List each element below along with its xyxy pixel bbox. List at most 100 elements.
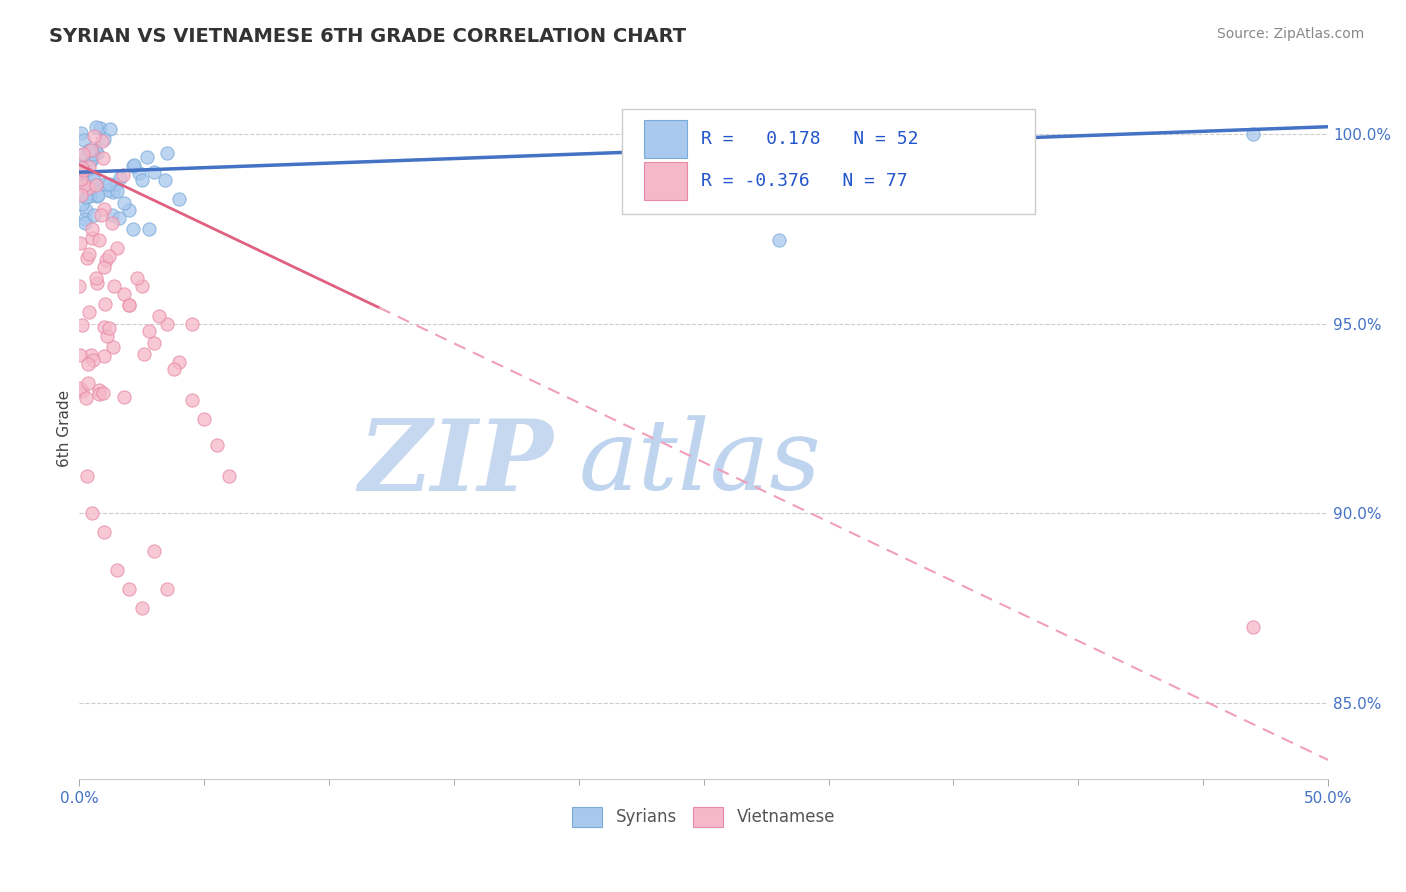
Point — [155, 317, 177, 331]
Point — [82, 153, 104, 167]
Point — [122, 159, 145, 173]
Point — [93, 132, 115, 146]
Point — [93, 320, 115, 334]
Point — [93, 525, 115, 540]
Point — [79, 348, 101, 362]
Point — [112, 286, 135, 301]
Text: R =   0.178   N = 52: R = 0.178 N = 52 — [702, 130, 918, 148]
Point — [70, 318, 93, 332]
Text: atlas: atlas — [579, 416, 821, 511]
Point — [163, 362, 186, 376]
Point — [79, 144, 101, 158]
Text: ZIP: ZIP — [359, 415, 554, 511]
Point — [167, 192, 190, 206]
Point — [86, 276, 108, 290]
Point — [73, 212, 96, 227]
Text: R = -0.376   N = 77: R = -0.376 N = 77 — [702, 172, 908, 190]
Point — [76, 468, 98, 483]
Point — [100, 216, 122, 230]
Point — [69, 381, 91, 395]
Point — [193, 411, 215, 425]
Point — [75, 391, 97, 405]
Point — [111, 169, 134, 183]
Point — [155, 146, 177, 161]
Point — [118, 203, 141, 218]
Point — [180, 317, 202, 331]
Point — [70, 174, 93, 188]
Point — [89, 386, 111, 401]
Point — [94, 297, 117, 311]
Point — [138, 325, 160, 339]
Point — [73, 178, 96, 193]
Point — [180, 392, 202, 407]
Point — [93, 202, 115, 216]
Point — [112, 390, 135, 404]
Point — [105, 241, 128, 255]
Point — [93, 260, 115, 274]
Point — [118, 582, 141, 597]
Point — [73, 133, 96, 147]
Point — [69, 148, 91, 162]
Point — [108, 170, 131, 185]
Point — [79, 154, 101, 169]
Point — [122, 222, 145, 236]
Point — [143, 335, 166, 350]
Point — [75, 190, 97, 204]
Point — [69, 126, 91, 140]
Point — [143, 544, 166, 558]
Point — [108, 211, 131, 225]
Point — [86, 189, 108, 203]
FancyBboxPatch shape — [623, 109, 1035, 214]
Point — [82, 353, 104, 368]
Point — [1241, 128, 1264, 142]
Point — [87, 187, 110, 202]
Point — [72, 146, 94, 161]
Point — [103, 279, 125, 293]
Legend: Syrians, Vietnamese: Syrians, Vietnamese — [565, 800, 842, 834]
Point — [82, 172, 104, 186]
Point — [105, 563, 128, 577]
Point — [76, 178, 98, 192]
Point — [76, 357, 98, 371]
Point — [105, 184, 128, 198]
Point — [131, 173, 153, 187]
Point — [91, 134, 114, 148]
Point — [70, 161, 93, 175]
Point — [76, 252, 98, 266]
Point — [1241, 620, 1264, 634]
Point — [112, 195, 135, 210]
Point — [76, 376, 98, 390]
Point — [72, 162, 94, 177]
Point — [218, 468, 240, 483]
Point — [80, 143, 103, 157]
Point — [77, 160, 100, 174]
Bar — [644, 161, 688, 200]
Point — [122, 158, 145, 172]
Point — [83, 173, 105, 187]
Point — [148, 310, 170, 324]
Point — [91, 152, 114, 166]
Point — [768, 234, 790, 248]
Point — [93, 178, 115, 192]
Point — [131, 601, 153, 615]
Point — [87, 234, 110, 248]
Point — [77, 181, 100, 195]
Point — [135, 150, 157, 164]
Text: SYRIAN VS VIETNAMESE 6TH GRADE CORRELATION CHART: SYRIAN VS VIETNAMESE 6TH GRADE CORRELATI… — [49, 27, 686, 45]
Point — [77, 247, 100, 261]
Point — [125, 271, 148, 285]
Point — [83, 144, 105, 158]
Point — [82, 146, 104, 161]
Point — [70, 384, 93, 398]
Point — [97, 183, 120, 197]
Point — [89, 120, 111, 135]
Point — [77, 305, 100, 319]
Point — [69, 235, 91, 250]
Point — [82, 231, 104, 245]
Point — [75, 202, 97, 217]
Bar — [644, 120, 688, 158]
Point — [104, 177, 127, 191]
Point — [80, 507, 103, 521]
Point — [73, 217, 96, 231]
Point — [167, 355, 190, 369]
